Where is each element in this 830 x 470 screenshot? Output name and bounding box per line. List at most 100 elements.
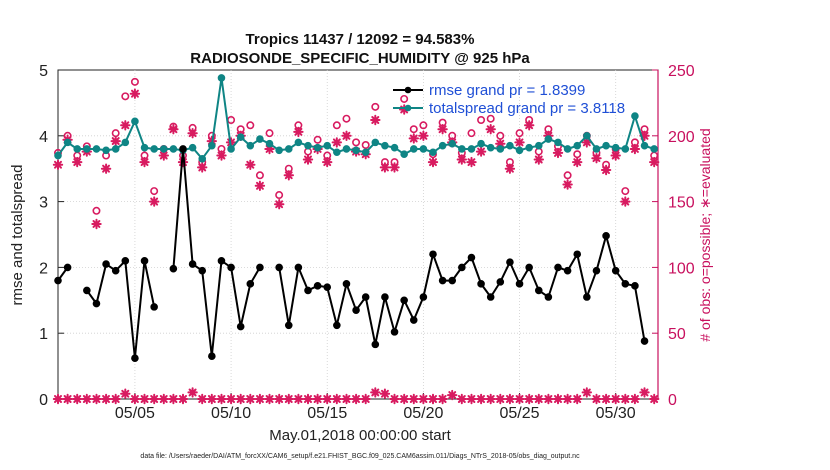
- y-tick-label-right: 50: [668, 326, 686, 343]
- obs-zero-point: [543, 393, 554, 405]
- rmse-point: [169, 264, 178, 273]
- rmse-point: [515, 280, 524, 288]
- totalspread-point: [265, 139, 274, 148]
- legend-totalspread-marker: [404, 104, 412, 112]
- rmse-point: [409, 316, 418, 324]
- obs-evaluated-point: [389, 162, 400, 173]
- totalspread-point: [429, 148, 437, 157]
- obs-zero-point: [379, 388, 391, 399]
- plot-frame: [57, 69, 659, 400]
- obs-possible-point: [563, 171, 572, 180]
- obs-zero-point: [408, 393, 419, 405]
- obs-zero-point: [418, 393, 429, 405]
- obs-evaluated-point: [370, 114, 381, 126]
- obs-zero-point: [466, 393, 477, 405]
- obs-zero-point: [350, 393, 362, 405]
- y-tick-label-left: 5: [39, 63, 48, 80]
- obs-zero-point: [495, 393, 506, 405]
- obs-zero-point: [485, 393, 496, 405]
- obs-evaluated-point: [427, 156, 439, 168]
- rmse-point: [390, 328, 399, 336]
- rmse-line: [85, 259, 156, 360]
- obs-zero-point: [81, 393, 92, 405]
- obs-zero-point: [72, 393, 83, 405]
- y-tick-label-right: 0: [668, 392, 677, 409]
- totalspread-point: [525, 143, 533, 152]
- rmse-point: [611, 266, 620, 275]
- obs-evaluated-point: [610, 150, 621, 161]
- y-tick-label-left: 0: [39, 392, 48, 409]
- x-tick-label: 05/20: [403, 405, 443, 422]
- totalspread-point: [467, 145, 476, 153]
- obs-evaluated-point: [110, 135, 121, 147]
- obs-evaluated-point: [91, 218, 102, 230]
- chart-title-line2: RADIOSONDE_SPECIFIC_HUMIDITY @ 925 hPa: [190, 50, 530, 67]
- totalspread-point: [371, 138, 380, 147]
- obs-zero-point: [562, 393, 573, 405]
- obs-evaluated-point: [485, 124, 496, 135]
- y-tick-label-left: 1: [39, 326, 48, 343]
- x-axis-label: May.01,2018 00:00:00 start: [269, 427, 451, 444]
- obs-evaluated-point: [72, 156, 83, 168]
- obs-zero-point: [639, 387, 650, 398]
- obs-evaluated-point: [216, 150, 227, 161]
- obs-zero-point: [177, 393, 189, 405]
- rmse-point: [631, 282, 639, 290]
- obs-possible-point: [275, 191, 284, 200]
- obs-zero-point: [254, 393, 266, 405]
- obs-zero-point: [110, 393, 121, 405]
- obs-zero-point: [62, 393, 73, 405]
- rmse-point: [621, 280, 630, 288]
- obs-evaluated-point: [495, 138, 506, 149]
- x-tick-label: 05/10: [211, 405, 251, 422]
- totalspread-point: [448, 139, 457, 148]
- totalspread-point: [390, 143, 399, 152]
- totalspread-point: [92, 145, 101, 153]
- obs-possible-point: [409, 125, 418, 134]
- rmse-point: [227, 263, 235, 272]
- rmse-point: [602, 232, 610, 240]
- obs-evaluated-point: [399, 104, 410, 115]
- obs-zero-point: [264, 393, 275, 405]
- totalspread-point: [573, 141, 582, 150]
- totalspread-point: [563, 145, 572, 153]
- obs-evaluated-point: [341, 130, 352, 141]
- totalspread-point: [361, 148, 370, 157]
- totalspread-point: [236, 133, 245, 141]
- obs-zero-point: [168, 393, 179, 405]
- y-tick-label-left: 2: [39, 260, 48, 277]
- obs-zero-point: [360, 393, 371, 405]
- rmse-point: [592, 266, 601, 275]
- obs-possible-point: [467, 129, 476, 138]
- obs-zero-point: [120, 388, 131, 399]
- obs-evaluated-point: [581, 137, 592, 148]
- rmse-point: [131, 354, 139, 363]
- totalspread-point: [83, 145, 91, 153]
- totalspread-point: [486, 143, 495, 152]
- obs-evaluated-point: [302, 154, 314, 165]
- rmse-point: [188, 260, 197, 268]
- totalspread-point: [381, 141, 389, 150]
- obs-zero-point: [274, 393, 285, 405]
- y-axis-label-left: rmse and totalspread: [9, 165, 26, 306]
- rmse-point: [342, 280, 351, 288]
- rmse-point: [54, 276, 62, 285]
- legend-rmse-marker: [404, 86, 412, 94]
- totalspread-point: [621, 145, 630, 153]
- obs-possible-point: [400, 94, 409, 103]
- obs-evaluated-point: [533, 154, 544, 165]
- totalspread-point: [54, 151, 62, 160]
- x-tick-label: 05/25: [500, 405, 540, 422]
- obs-zero-point: [437, 393, 448, 405]
- rmse-point: [438, 276, 447, 285]
- obs-possible-point: [419, 121, 428, 130]
- rmse-point: [534, 286, 543, 295]
- obs-zero-point: [149, 393, 160, 405]
- totalspread-point: [169, 145, 178, 153]
- totalspread-point: [583, 132, 591, 140]
- obs-zero-point: [139, 393, 150, 405]
- obs-zero-point: [312, 393, 323, 405]
- totalspread-point: [198, 155, 207, 163]
- totalspread-point: [227, 145, 235, 153]
- obs-zero-point: [293, 393, 304, 405]
